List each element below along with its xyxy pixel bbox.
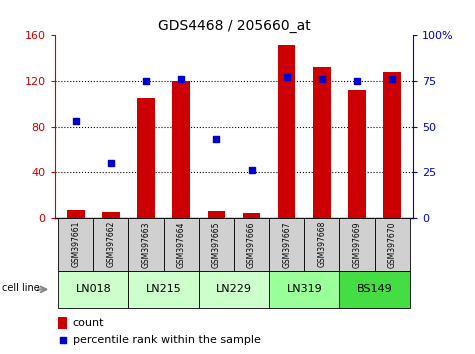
Bar xyxy=(313,67,331,218)
Text: GSM397666: GSM397666 xyxy=(247,221,256,268)
Bar xyxy=(269,218,304,271)
Point xyxy=(59,337,66,342)
Bar xyxy=(234,218,269,271)
Text: count: count xyxy=(73,318,104,328)
Text: cell line: cell line xyxy=(2,282,40,293)
Point xyxy=(142,78,150,84)
Text: GSM397668: GSM397668 xyxy=(317,221,326,268)
Bar xyxy=(269,271,340,308)
Point xyxy=(283,74,291,80)
Bar xyxy=(304,218,340,271)
Bar xyxy=(128,218,163,271)
Bar xyxy=(93,218,128,271)
Bar xyxy=(348,90,366,218)
Bar xyxy=(58,271,128,308)
Bar xyxy=(243,213,260,218)
Text: LN229: LN229 xyxy=(216,284,252,295)
Point xyxy=(107,160,114,166)
Bar xyxy=(128,271,199,308)
Point xyxy=(177,76,185,82)
Point xyxy=(318,76,326,82)
Text: GSM397667: GSM397667 xyxy=(282,221,291,268)
Text: LN319: LN319 xyxy=(286,284,322,295)
Point xyxy=(72,118,79,124)
Text: LN215: LN215 xyxy=(146,284,181,295)
Bar xyxy=(58,316,67,329)
Title: GDS4468 / 205660_at: GDS4468 / 205660_at xyxy=(158,19,310,33)
Bar xyxy=(137,98,155,218)
Point xyxy=(248,167,256,173)
Bar xyxy=(208,211,225,218)
Bar xyxy=(163,218,199,271)
Text: GSM397665: GSM397665 xyxy=(212,221,221,268)
Text: GSM397663: GSM397663 xyxy=(142,221,151,268)
Bar xyxy=(383,72,401,218)
Text: percentile rank within the sample: percentile rank within the sample xyxy=(73,335,260,344)
Bar xyxy=(278,45,295,218)
Bar xyxy=(199,271,269,308)
Text: BS149: BS149 xyxy=(357,284,392,295)
Point xyxy=(389,76,396,82)
Bar xyxy=(102,212,120,218)
Bar xyxy=(67,210,85,218)
Bar xyxy=(199,218,234,271)
Text: GSM397664: GSM397664 xyxy=(177,221,186,268)
Text: GSM397662: GSM397662 xyxy=(106,221,115,268)
Bar xyxy=(340,218,375,271)
Point xyxy=(212,137,220,142)
Bar xyxy=(375,218,410,271)
Text: GSM397669: GSM397669 xyxy=(352,221,361,268)
Bar xyxy=(340,271,410,308)
Bar xyxy=(172,81,190,218)
Text: GSM397670: GSM397670 xyxy=(388,221,397,268)
Text: LN018: LN018 xyxy=(76,284,111,295)
Point xyxy=(353,78,361,84)
Text: GSM397661: GSM397661 xyxy=(71,221,80,268)
Bar xyxy=(58,218,93,271)
